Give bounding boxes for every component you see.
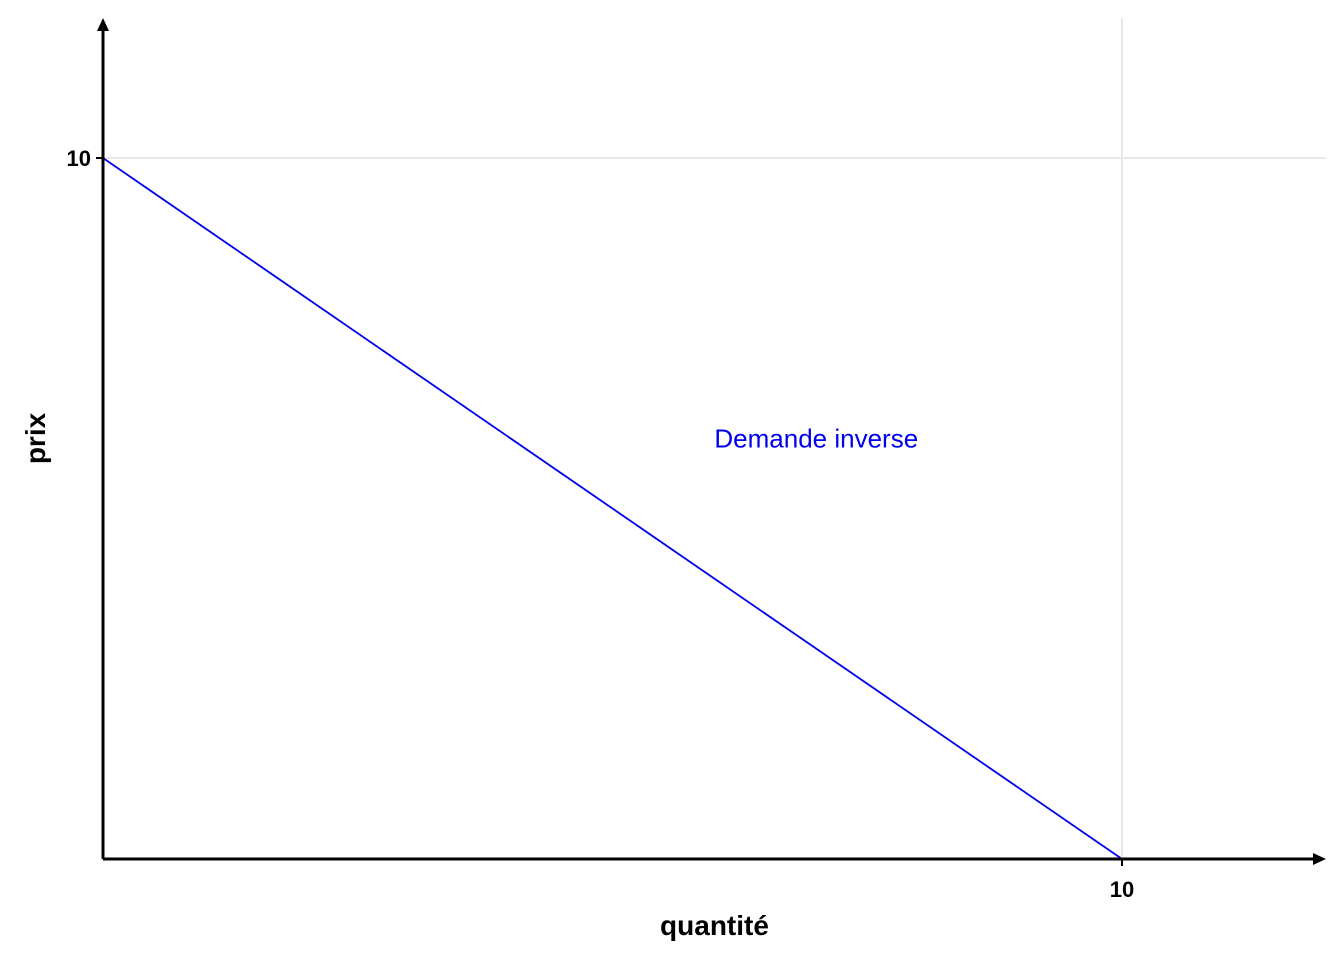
axes-layer (97, 18, 1326, 865)
series-layer (102, 157, 1123, 860)
x-tick-label-0: 10 (1110, 877, 1134, 902)
series-line-0 (102, 157, 1123, 860)
y-axis-title: prix (20, 412, 51, 464)
y-axis-arrow-icon (97, 18, 109, 31)
annotation-0: Demande inverse (714, 423, 918, 453)
ticks-layer: 10 10 (67, 146, 1135, 902)
annotation-layer: Demande inverse (714, 423, 918, 453)
y-tick-label-0: 10 (67, 146, 91, 171)
x-axis-arrow-icon (1313, 853, 1326, 865)
x-axis-title: quantité (660, 910, 769, 941)
grid-layer (103, 18, 1326, 859)
